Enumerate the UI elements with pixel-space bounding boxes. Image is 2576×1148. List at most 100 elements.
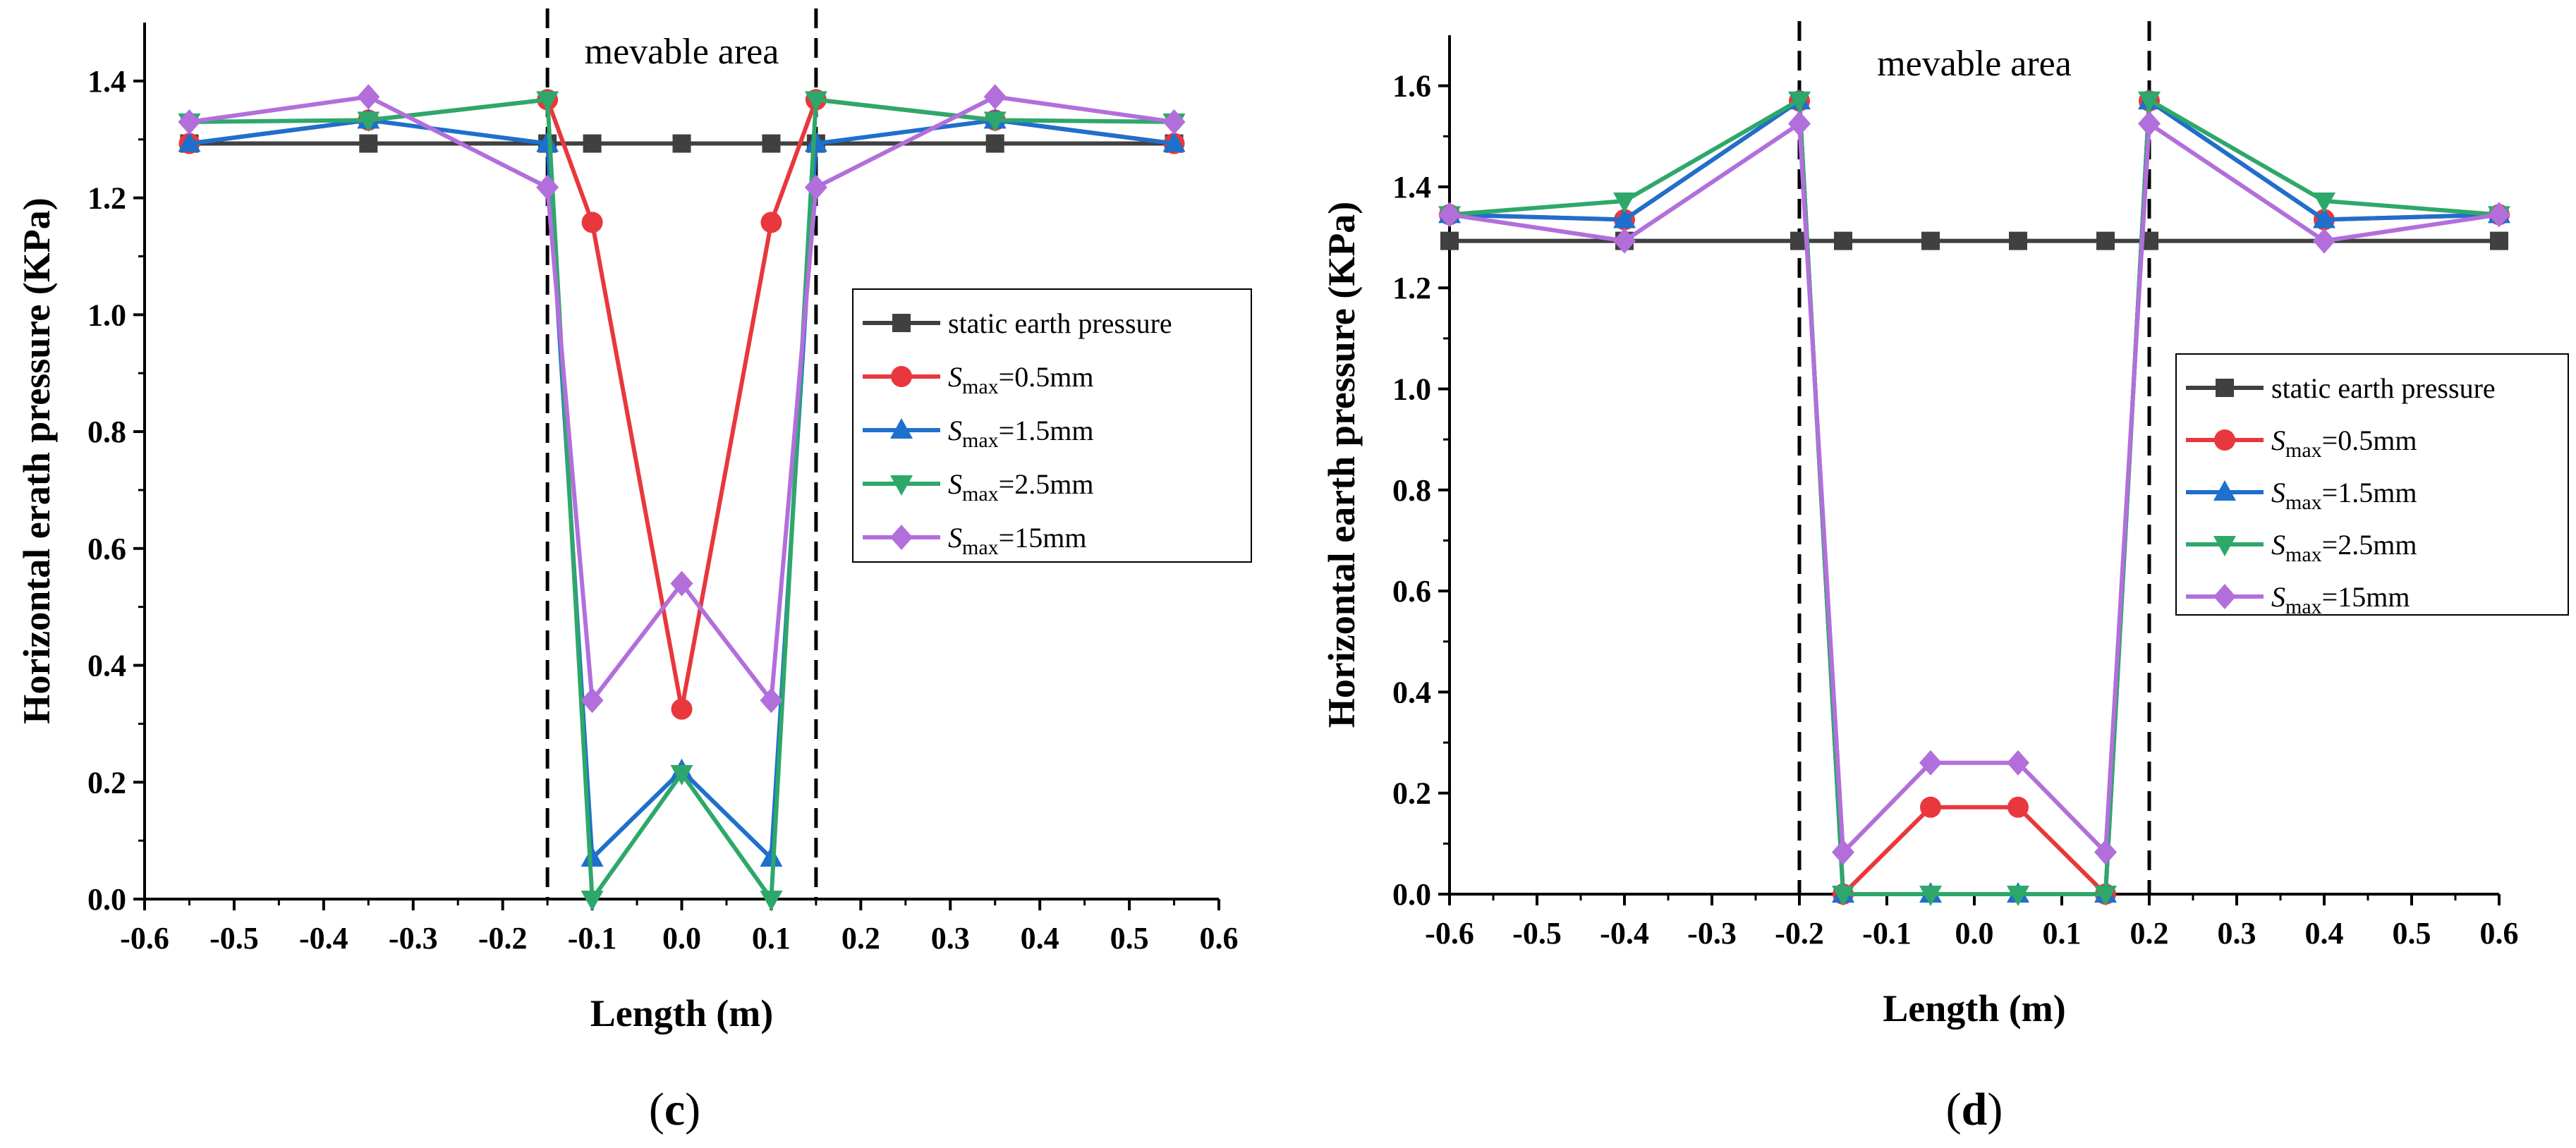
x-tick-label: -0.1 xyxy=(1862,916,1912,951)
data-point xyxy=(1832,886,1854,906)
legend-item: static earth pressure xyxy=(2186,372,2496,404)
legend-item: static earth pressure xyxy=(863,307,1172,339)
legend-label-value: =1.5mm xyxy=(2322,477,2417,508)
chart-panel-c: -0.6 -0.5 -0.4 -0.3 -0.2 -0.1 0.0 0.1 0.2 0.3 0.4 0… xyxy=(16,8,1252,1135)
x-tick-label: -0.5 xyxy=(1512,916,1562,951)
data-point xyxy=(2094,839,2117,865)
data-point xyxy=(2313,207,2335,228)
y-tick-label: 0.4 xyxy=(87,649,126,683)
data-point xyxy=(2138,111,2161,137)
legend-label-subscript: max xyxy=(962,536,999,559)
data-point xyxy=(2096,231,2115,250)
legend-box xyxy=(852,288,1252,563)
x-tick-label: -0.1 xyxy=(568,921,617,955)
data-point xyxy=(1920,796,1941,818)
data-point xyxy=(2313,228,2335,254)
legend-label-subscript: max xyxy=(962,482,999,506)
series-line xyxy=(1449,121,2500,855)
data-point xyxy=(1438,202,1461,228)
data-point xyxy=(671,698,693,720)
panel-label: (c) xyxy=(649,1084,700,1135)
data-point xyxy=(178,109,201,135)
panel-label-open: ( xyxy=(649,1084,664,1135)
data-point xyxy=(581,212,603,233)
data-point xyxy=(760,688,783,714)
y-tick-label: 0.4 xyxy=(1392,675,1431,709)
y-tick-label: 0.2 xyxy=(87,765,126,800)
x-tick-label: 0.2 xyxy=(842,921,880,955)
legend: static earth pressure Smax=0.5mm Smax=1.5m… xyxy=(852,288,1252,563)
x-tick-label: 0.1 xyxy=(752,921,791,955)
data-point xyxy=(1919,886,1942,906)
data-point xyxy=(1613,228,1636,254)
data-point xyxy=(804,131,827,152)
data-point xyxy=(583,134,602,153)
x-tick-label: -0.3 xyxy=(389,921,438,955)
legend-item: Smax=2.5mm xyxy=(863,468,1093,506)
legend-label-symbol: S xyxy=(948,361,962,393)
y-tick-label: 1.0 xyxy=(1392,372,1431,407)
data-point xyxy=(1613,207,1636,228)
data-point xyxy=(804,91,827,112)
y-tick-label: 1.2 xyxy=(1392,271,1431,305)
legend-label-symbol: S xyxy=(948,522,962,554)
legend-swatch-marker xyxy=(891,366,912,387)
legend-swatch-marker xyxy=(2216,379,2234,397)
legend-label: static earth pressure xyxy=(2271,372,2496,404)
x-tick-label: -0.2 xyxy=(478,921,528,955)
data-point xyxy=(1921,231,1940,250)
data-point xyxy=(2094,886,2117,906)
x-tick-label: 0.0 xyxy=(1955,916,1994,951)
legend-label-subscript: max xyxy=(2285,439,2322,462)
y-axis-title: Horizontal earth pressure (KPa) xyxy=(1320,202,1363,728)
x-tick-label: 0.6 xyxy=(1200,921,1239,955)
legend-item: Smax=1.5mm xyxy=(863,415,1093,452)
legend-swatch-marker xyxy=(892,314,911,332)
legend-label-value: =15mm xyxy=(2322,581,2410,613)
data-point xyxy=(760,891,783,911)
x-tick-label: 0.3 xyxy=(2218,916,2256,951)
x-tick-label: 0.2 xyxy=(2130,916,2169,951)
data-point xyxy=(2007,886,2029,906)
panel-label-letter: d xyxy=(1962,1084,1988,1135)
legend: static earth pressureSmax=0.5mmSmax=1.5m… xyxy=(2175,353,2569,618)
series-4 xyxy=(1438,111,2510,865)
data-point xyxy=(2138,91,2161,112)
legend-label-symbol: S xyxy=(2271,425,2285,456)
legend-label-symbol: S xyxy=(948,468,962,500)
legend-label-value: =0.5mm xyxy=(2322,425,2417,456)
data-point xyxy=(760,212,782,233)
legend-label-subscript: max xyxy=(2285,543,2322,566)
data-point xyxy=(581,845,604,867)
legend-item: Smax=0.5mm xyxy=(2186,425,2417,462)
legend-label: static earth pressure xyxy=(948,307,1172,339)
y-axis-title: Horizontal erath pressure (KPa) xyxy=(16,197,58,723)
data-point xyxy=(985,134,1004,153)
data-point xyxy=(670,570,693,597)
legend-swatch-marker xyxy=(2213,584,2236,609)
x-tick-label: -0.6 xyxy=(1425,916,1474,951)
data-point xyxy=(536,174,559,200)
series-0 xyxy=(180,134,1184,153)
legend-label: Smax=15mm xyxy=(948,522,1086,559)
data-point xyxy=(760,845,783,867)
legend-item: Smax=0.5mm xyxy=(863,361,1093,398)
y-tick-label: 0.0 xyxy=(1392,877,1431,912)
data-point xyxy=(357,84,380,110)
legend-item: Smax=15mm xyxy=(863,522,1086,559)
legend-label-subscript: max xyxy=(962,429,999,452)
data-point xyxy=(670,764,693,786)
x-tick-label: -0.5 xyxy=(209,921,259,955)
y-tick-label: 1.6 xyxy=(1392,69,1431,104)
data-point xyxy=(1919,750,1942,776)
legend-label-value: =15mm xyxy=(999,522,1087,554)
legend-swatch-marker xyxy=(890,475,913,496)
legend-label-subscript: max xyxy=(2285,595,2322,618)
legend-label: Smax=0.5mm xyxy=(948,361,1093,398)
data-point xyxy=(1788,91,1811,112)
data-point xyxy=(581,688,604,714)
movable-area-label: mevable area xyxy=(1877,44,2072,84)
x-tick-label: 0.1 xyxy=(2043,916,2082,951)
legend-swatch-marker xyxy=(2213,480,2236,501)
